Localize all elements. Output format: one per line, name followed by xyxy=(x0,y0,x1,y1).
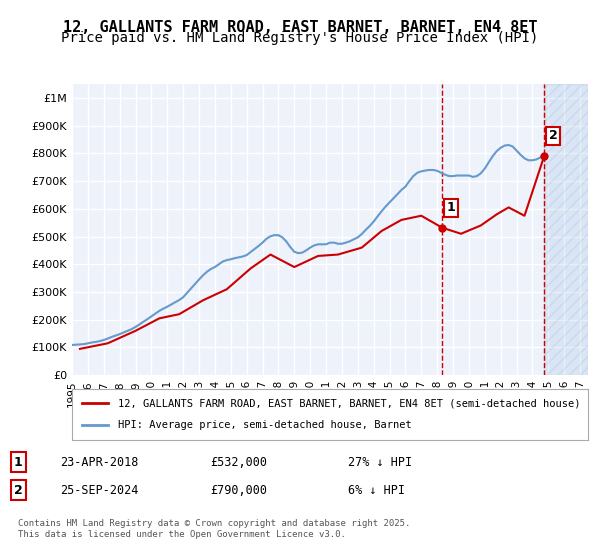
Text: 1: 1 xyxy=(447,201,455,214)
Text: 27% ↓ HPI: 27% ↓ HPI xyxy=(348,455,412,469)
Text: HPI: Average price, semi-detached house, Barnet: HPI: Average price, semi-detached house,… xyxy=(118,421,412,431)
Bar xyxy=(544,84,588,375)
Text: 12, GALLANTS FARM ROAD, EAST BARNET, BARNET, EN4 8ET: 12, GALLANTS FARM ROAD, EAST BARNET, BAR… xyxy=(63,20,537,35)
Text: 2: 2 xyxy=(14,483,22,497)
Text: Price paid vs. HM Land Registry's House Price Index (HPI): Price paid vs. HM Land Registry's House … xyxy=(61,31,539,45)
Text: 12, GALLANTS FARM ROAD, EAST BARNET, BARNET, EN4 8ET (semi-detached house): 12, GALLANTS FARM ROAD, EAST BARNET, BAR… xyxy=(118,398,581,408)
Text: 23-APR-2018: 23-APR-2018 xyxy=(60,455,139,469)
Text: Contains HM Land Registry data © Crown copyright and database right 2025.: Contains HM Land Registry data © Crown c… xyxy=(18,519,410,528)
Text: £532,000: £532,000 xyxy=(210,455,267,469)
Text: 6% ↓ HPI: 6% ↓ HPI xyxy=(348,483,405,497)
Text: 2: 2 xyxy=(549,129,557,142)
Text: £790,000: £790,000 xyxy=(210,483,267,497)
Text: 1: 1 xyxy=(14,455,22,469)
Text: This data is licensed under the Open Government Licence v3.0.: This data is licensed under the Open Gov… xyxy=(18,530,346,539)
Text: 25-SEP-2024: 25-SEP-2024 xyxy=(60,483,139,497)
